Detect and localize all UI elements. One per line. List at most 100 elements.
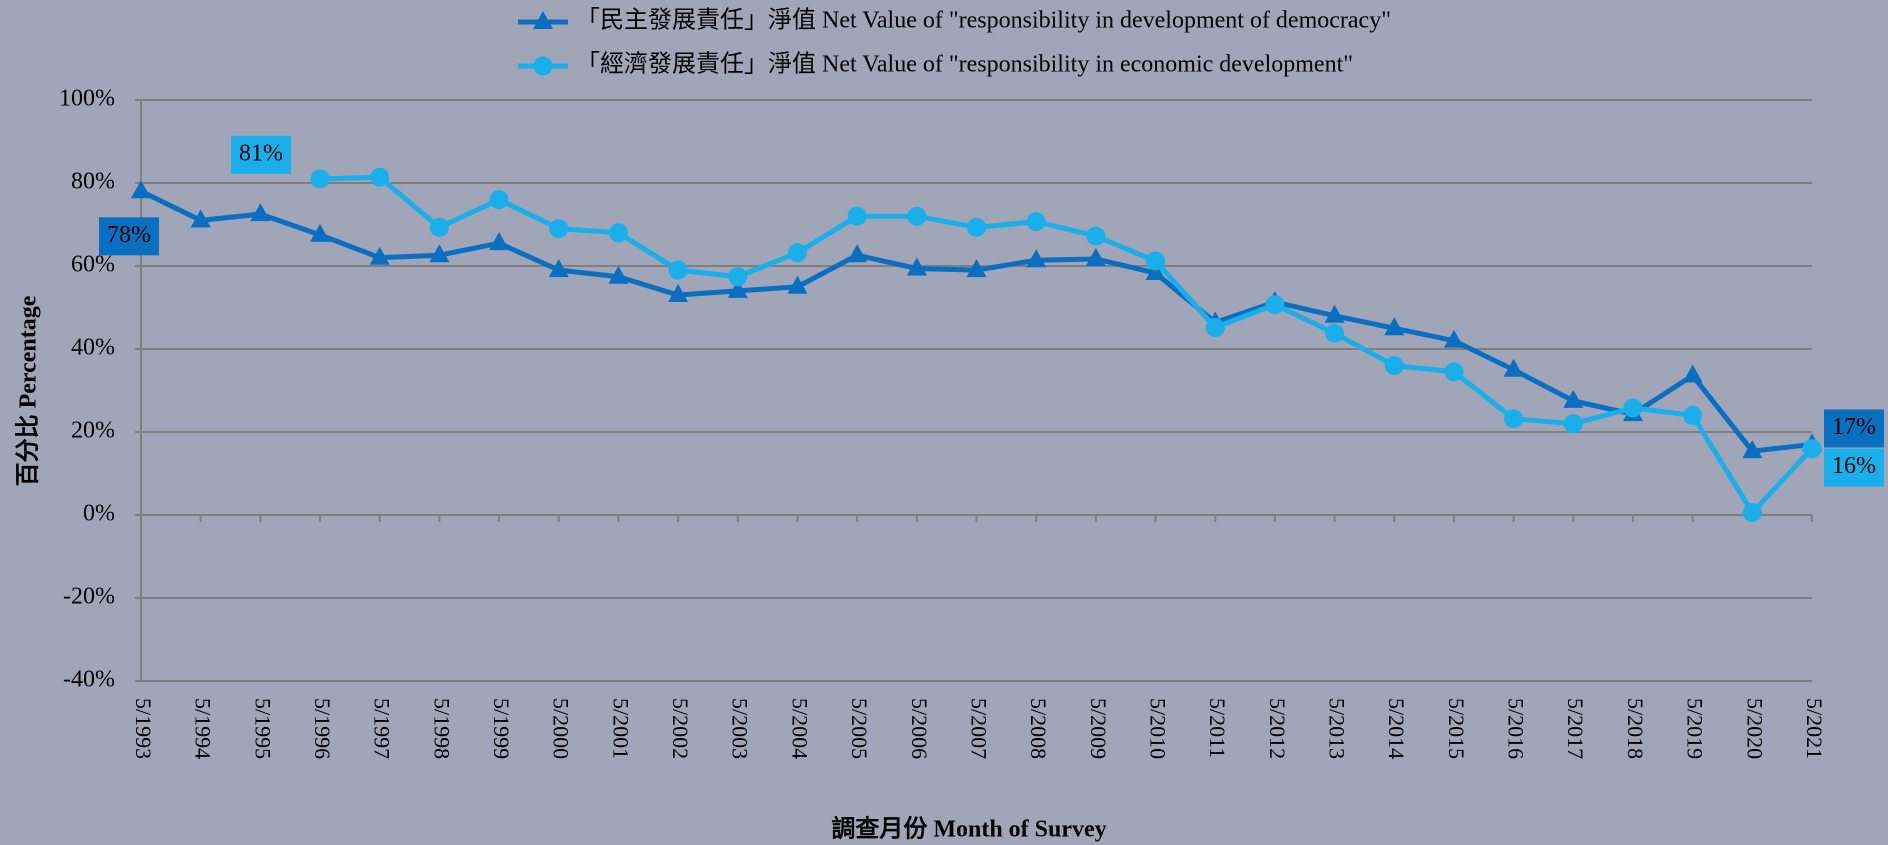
triangle-marker bbox=[1145, 262, 1166, 281]
y-tick-label: 20% bbox=[71, 418, 115, 444]
circle-marker bbox=[370, 167, 390, 187]
x-tick-label: 5/2020 bbox=[1742, 698, 1767, 759]
data-label: 78% bbox=[107, 222, 151, 248]
x-axis-title: 調查月份 Month of Survey bbox=[831, 815, 1106, 843]
series-line bbox=[319, 174, 1814, 516]
circle-marker bbox=[668, 260, 688, 280]
x-tick-label: 5/2000 bbox=[549, 698, 574, 759]
circle-marker bbox=[1384, 356, 1404, 376]
triangle-marker bbox=[369, 246, 390, 265]
x-tick-label: 5/2017 bbox=[1563, 698, 1588, 759]
circle-marker bbox=[429, 217, 449, 237]
triangle-marker bbox=[250, 203, 271, 222]
x-tick-label: 5/2004 bbox=[787, 698, 812, 759]
triangle-marker bbox=[1384, 317, 1405, 336]
x-tick-label: 5/2009 bbox=[1086, 698, 1111, 759]
triangle-marker bbox=[1742, 440, 1763, 459]
circle-marker bbox=[1563, 414, 1583, 434]
circle-marker bbox=[1146, 251, 1166, 271]
legend-label: 「民主發展責任」淨值 Net Value of "responsibility … bbox=[576, 7, 1391, 34]
triangle-marker bbox=[787, 275, 808, 294]
triangle-marker bbox=[190, 209, 211, 228]
x-tick-label: 5/2006 bbox=[907, 698, 932, 759]
circle-marker bbox=[728, 267, 748, 287]
y-tick-label: 100% bbox=[59, 86, 115, 112]
circle-marker bbox=[549, 219, 569, 239]
x-tick-label: 5/2014 bbox=[1384, 698, 1409, 759]
triangle-marker bbox=[966, 259, 987, 278]
x-tick-label: 5/2019 bbox=[1683, 698, 1708, 759]
x-tick-label: 5/2015 bbox=[1444, 698, 1469, 759]
circle-marker bbox=[907, 206, 927, 226]
x-tick-label: 5/1995 bbox=[250, 698, 275, 759]
triangle-marker bbox=[1324, 304, 1345, 323]
y-axis-title: 百分比 Percentage bbox=[15, 295, 42, 486]
triangle-marker bbox=[533, 11, 553, 29]
x-tick-label: 5/2001 bbox=[608, 698, 633, 759]
x-tick-label: 5/1997 bbox=[370, 698, 395, 759]
triangle-marker bbox=[548, 259, 569, 278]
circle-marker bbox=[1742, 503, 1762, 523]
circle-marker bbox=[1623, 398, 1643, 418]
y-tick-label: 80% bbox=[71, 169, 115, 195]
circle-marker bbox=[533, 56, 553, 76]
legend-label: 「經濟發展責任」淨值 Net Value of "responsibility … bbox=[576, 51, 1353, 78]
data-label: 16% bbox=[1832, 453, 1876, 479]
data-label: 81% bbox=[239, 140, 283, 166]
circle-marker bbox=[1444, 362, 1464, 382]
x-tick-label: 5/1993 bbox=[131, 698, 156, 759]
y-tick-label: -20% bbox=[63, 584, 115, 610]
x-tick-label: 5/2016 bbox=[1504, 698, 1529, 759]
triangle-marker bbox=[131, 180, 151, 199]
circle-marker bbox=[1086, 226, 1106, 246]
triangle-marker bbox=[727, 279, 748, 298]
x-tick-label: 5/2013 bbox=[1325, 698, 1350, 759]
x-tick-label: 5/2011 bbox=[1205, 698, 1230, 758]
x-tick-label: 5/1998 bbox=[429, 698, 454, 759]
x-tick-label: 5/2002 bbox=[668, 698, 693, 759]
data-label-box bbox=[1824, 409, 1884, 448]
x-tick-label: 5/2010 bbox=[1145, 698, 1170, 759]
triangle-marker bbox=[429, 244, 450, 263]
triangle-marker bbox=[310, 223, 331, 242]
x-tick-label: 5/2003 bbox=[728, 698, 753, 759]
circle-marker bbox=[1802, 439, 1822, 459]
data-label: 17% bbox=[1832, 414, 1876, 440]
x-tick-label: 5/2012 bbox=[1265, 698, 1290, 759]
triangle-marker bbox=[1682, 364, 1703, 383]
triangle-marker bbox=[847, 244, 868, 263]
x-tick-label: 5/2021 bbox=[1802, 698, 1827, 759]
x-tick-label: 5/2018 bbox=[1623, 698, 1648, 759]
triangle-marker bbox=[1085, 247, 1106, 266]
circle-marker bbox=[1205, 317, 1225, 337]
triangle-marker bbox=[1503, 358, 1524, 377]
triangle-marker bbox=[668, 284, 689, 303]
y-tick-label: 40% bbox=[71, 335, 115, 361]
x-tick-label: 5/2005 bbox=[847, 698, 872, 759]
x-tick-label: 5/1996 bbox=[310, 698, 335, 759]
y-tick-label: 0% bbox=[83, 501, 115, 527]
circle-marker bbox=[967, 217, 986, 237]
circle-marker bbox=[1325, 323, 1345, 343]
circle-marker bbox=[787, 243, 807, 263]
circle-marker bbox=[1683, 405, 1703, 425]
circle-marker bbox=[1265, 295, 1285, 315]
circle-marker bbox=[608, 223, 628, 243]
triangle-marker bbox=[489, 232, 510, 251]
data-label-box bbox=[99, 217, 159, 256]
x-tick-label: 5/2007 bbox=[966, 698, 991, 759]
triangle-marker bbox=[906, 257, 927, 276]
y-tick-label: 60% bbox=[71, 252, 115, 278]
x-tick-label: 5/1999 bbox=[489, 698, 514, 759]
triangle-marker bbox=[1026, 249, 1047, 268]
data-label-box bbox=[231, 135, 292, 174]
circle-marker bbox=[1026, 212, 1046, 232]
circle-marker bbox=[847, 206, 867, 226]
circle-marker bbox=[489, 190, 509, 210]
triangle-marker bbox=[1443, 329, 1464, 348]
triangle-marker bbox=[1563, 389, 1584, 408]
x-tick-label: 5/1994 bbox=[191, 698, 216, 759]
circle-marker bbox=[310, 169, 330, 189]
